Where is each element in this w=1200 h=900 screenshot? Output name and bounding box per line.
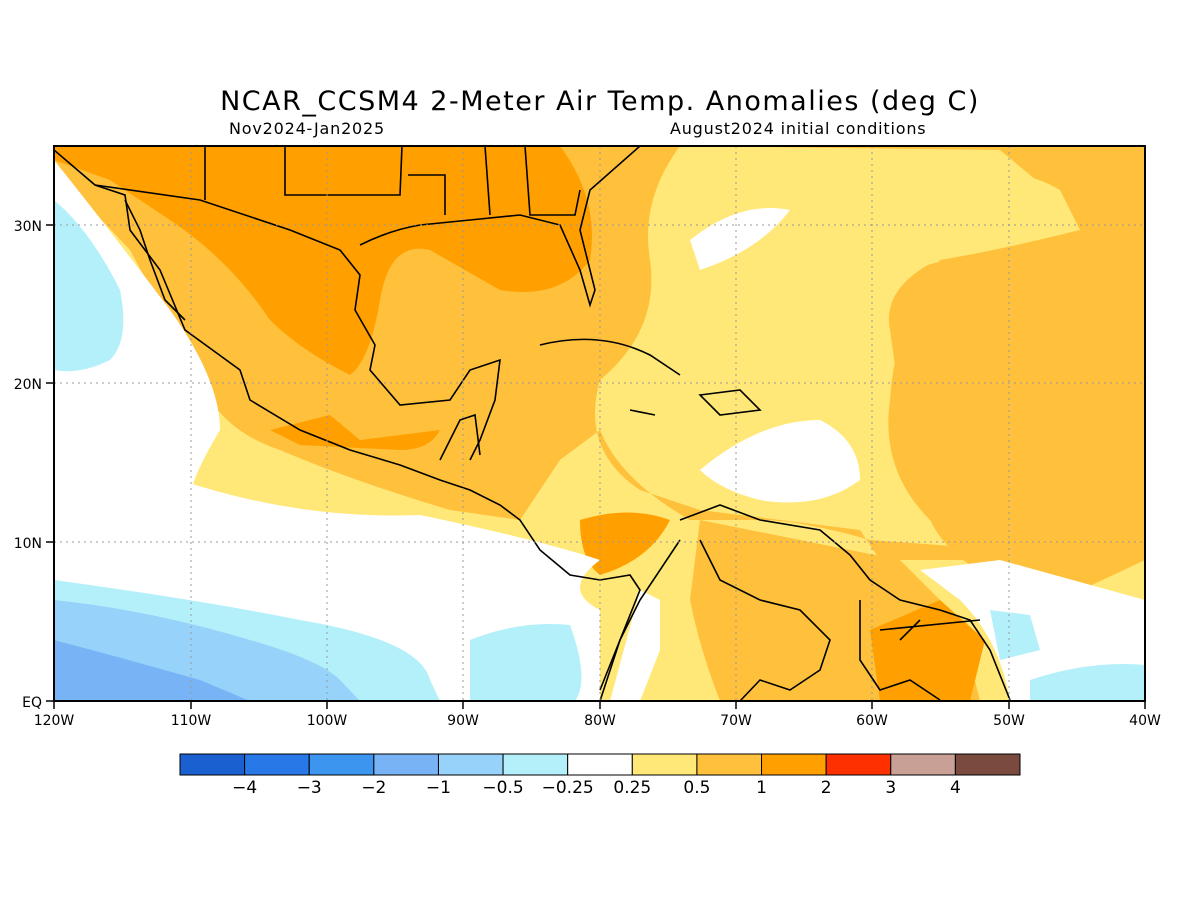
- colorbar-swatch: [373, 753, 439, 776]
- colorbar-swatch: [179, 753, 246, 776]
- lon-tick-80w: 80W: [584, 713, 616, 729]
- colorbar-label: 4: [950, 778, 961, 798]
- colorbar-label: −1: [426, 778, 451, 798]
- colorbar-swatch: [437, 753, 504, 776]
- field-anomaly-1-2: [54, 146, 592, 375]
- lon-tick-50w: 50W: [993, 713, 1025, 729]
- axis-ticks: [46, 224, 1146, 709]
- initial-conditions: August2024 initial conditions: [670, 119, 927, 138]
- colorbar-label: −3: [297, 778, 322, 798]
- field-cool-equator-east: [1030, 664, 1145, 701]
- colorbar-label: 0.5: [683, 778, 710, 798]
- lon-tick-40w: 40W: [1129, 713, 1161, 729]
- field-neutral-atlantic: [690, 208, 790, 270]
- field-anomaly-1-2-gu: [870, 600, 985, 701]
- field-neutral-west: [54, 160, 220, 500]
- field-anomaly-1-2-mx: [270, 415, 440, 450]
- colorbar-swatch: [567, 753, 633, 776]
- field-cool-baja: [54, 200, 124, 372]
- coastlines: [54, 146, 1011, 701]
- colorbar-swatch: [761, 753, 827, 776]
- forecast-period: Nov2024-Jan2025: [229, 119, 385, 138]
- colorbar-labels: −4 −3 −2 −1 −0.5 −0.25 0.25 0.5 1 2 3 4: [232, 778, 961, 798]
- field-anomaly-0-5-1-ne: [680, 146, 1145, 218]
- map-title: NCAR_CCSM4 2-Meter Air Temp. Anomalies (…: [220, 86, 980, 117]
- lat-tick-10n: 10N: [14, 536, 42, 552]
- colorbar-label: −2: [361, 778, 386, 798]
- field-neutral-caribbean: [700, 420, 860, 503]
- colorbar-label: 3: [885, 778, 896, 798]
- colorbar-swatch: [954, 753, 1021, 776]
- colorbar-swatch: [502, 753, 569, 776]
- colorbar-swatch: [825, 753, 892, 776]
- lon-tick-60w: 60W: [856, 713, 888, 729]
- colorbar-label: −4: [232, 778, 257, 798]
- colorbar-label: 2: [821, 778, 832, 798]
- colorbar-swatch: [696, 753, 763, 776]
- lon-tick-100w: 100W: [307, 713, 348, 729]
- lat-tick-eq: EQ: [22, 695, 42, 711]
- lon-tick-70w: 70W: [720, 713, 752, 729]
- colorbar-label: −0.5: [482, 778, 523, 798]
- field-anomaly-1-2-pa: [580, 512, 670, 575]
- lon-tick-120w: 120W: [34, 713, 75, 729]
- field-anomaly-0-5-1-east: [888, 230, 1145, 600]
- colorbar-swatch: [890, 753, 956, 776]
- lat-tick-30n: 30N: [14, 219, 42, 235]
- colorbar: [179, 753, 1021, 776]
- colorbar-swatch: [244, 753, 310, 776]
- colorbar-label: 1: [756, 778, 767, 798]
- colorbar-swatch: [631, 753, 698, 776]
- gridlines: [54, 146, 1145, 701]
- field-coolest-pacific: [54, 640, 250, 701]
- lon-tick-90w: 90W: [447, 713, 479, 729]
- field-neutral-colombia: [610, 590, 660, 701]
- field-cool-galapagos: [470, 624, 582, 701]
- field-cool-amapa: [990, 610, 1040, 660]
- colorbar-swatch: [308, 753, 375, 776]
- lon-tick-110w: 110W: [171, 713, 212, 729]
- colorbar-label: 0.25: [613, 778, 651, 798]
- field-yellow-patch: [860, 150, 1080, 330]
- colorbar-label: −0.25: [542, 778, 594, 798]
- lat-tick-20n: 20N: [14, 377, 42, 393]
